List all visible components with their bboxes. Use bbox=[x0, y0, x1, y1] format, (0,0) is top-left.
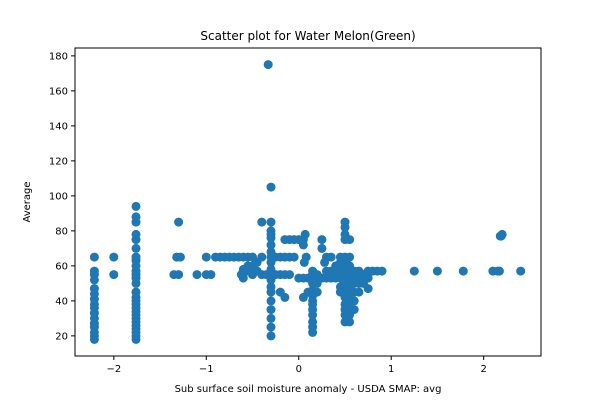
data-point bbox=[192, 270, 202, 280]
data-point bbox=[317, 243, 327, 253]
x-axis-title: Sub surface soil moisture anomaly - USDA… bbox=[175, 384, 442, 395]
data-point bbox=[257, 217, 267, 227]
data-point bbox=[285, 270, 294, 280]
data-point bbox=[266, 240, 276, 250]
data-point bbox=[326, 252, 336, 262]
data-point bbox=[345, 317, 355, 327]
data-point bbox=[131, 229, 141, 239]
data-point bbox=[458, 266, 468, 276]
data-point bbox=[266, 217, 276, 227]
x-tick-label: −1 bbox=[199, 364, 214, 375]
data-point bbox=[266, 264, 276, 274]
data-point bbox=[266, 257, 276, 267]
y-axis-title: Average bbox=[22, 181, 33, 222]
data-point bbox=[243, 261, 253, 271]
y-tick-label: 160 bbox=[49, 86, 68, 97]
data-point bbox=[206, 270, 216, 280]
data-point bbox=[317, 235, 327, 245]
data-point bbox=[109, 270, 119, 280]
data-point bbox=[312, 287, 322, 297]
y-tick-label: 120 bbox=[49, 156, 68, 167]
x-tick-label: 1 bbox=[388, 364, 394, 375]
data-point bbox=[266, 331, 276, 341]
y-tick-label: 40 bbox=[55, 296, 68, 307]
data-point bbox=[266, 275, 276, 285]
data-point bbox=[263, 60, 273, 70]
data-point bbox=[497, 229, 507, 239]
data-point bbox=[377, 266, 387, 276]
data-point bbox=[349, 305, 359, 315]
data-point bbox=[89, 266, 99, 276]
data-point bbox=[89, 284, 99, 294]
x-tick-label: 0 bbox=[296, 364, 302, 375]
data-point bbox=[89, 252, 99, 262]
y-tick-label: 80 bbox=[55, 226, 68, 237]
data-point bbox=[289, 252, 299, 262]
data-point bbox=[109, 252, 119, 262]
x-tick-label: 2 bbox=[480, 364, 486, 375]
data-point bbox=[298, 240, 308, 250]
x-tick-label: −2 bbox=[106, 364, 121, 375]
data-point bbox=[266, 305, 276, 315]
data-point bbox=[409, 266, 419, 276]
data-point bbox=[252, 257, 262, 267]
data-point bbox=[432, 266, 442, 276]
data-point bbox=[238, 273, 248, 283]
data-point bbox=[345, 252, 355, 262]
data-point bbox=[266, 296, 276, 306]
plot-frame bbox=[74, 47, 542, 357]
data-point bbox=[354, 287, 364, 297]
y-tick-label: 60 bbox=[55, 261, 68, 272]
data-point bbox=[131, 287, 141, 297]
y-axis: 20 40 60 80 100 120 140 160 180 bbox=[49, 51, 75, 342]
data-point bbox=[266, 247, 276, 257]
data-point bbox=[275, 287, 285, 297]
data-point bbox=[299, 257, 309, 267]
data-point bbox=[516, 266, 526, 276]
y-tick-label: 140 bbox=[49, 121, 68, 132]
y-tick-label: 100 bbox=[49, 191, 68, 202]
x-axis: −2 −1 0 1 2 bbox=[106, 356, 487, 375]
data-point bbox=[312, 270, 322, 280]
data-point bbox=[131, 212, 141, 222]
data-point bbox=[174, 217, 184, 227]
data-point bbox=[312, 278, 322, 288]
y-tick-label: 20 bbox=[55, 331, 68, 342]
data-point bbox=[174, 270, 184, 280]
chart-title: Scatter plot for Water Melon(Green) bbox=[200, 29, 415, 43]
data-point bbox=[300, 229, 310, 239]
data-point bbox=[340, 217, 350, 227]
data-point bbox=[266, 226, 276, 236]
data-point bbox=[494, 266, 504, 276]
data-point bbox=[266, 182, 276, 192]
data-point bbox=[345, 235, 355, 245]
data-point bbox=[201, 252, 211, 262]
data-point bbox=[349, 296, 359, 306]
data-point bbox=[266, 322, 276, 332]
data-point bbox=[266, 313, 276, 323]
data-point bbox=[131, 201, 141, 211]
data-point bbox=[363, 284, 373, 294]
data-point bbox=[308, 317, 318, 327]
points-layer bbox=[89, 60, 526, 344]
data-point bbox=[131, 243, 141, 253]
data-point bbox=[175, 252, 185, 262]
data-point bbox=[266, 282, 276, 292]
y-tick-label: 180 bbox=[49, 51, 68, 62]
data-point bbox=[131, 252, 141, 262]
